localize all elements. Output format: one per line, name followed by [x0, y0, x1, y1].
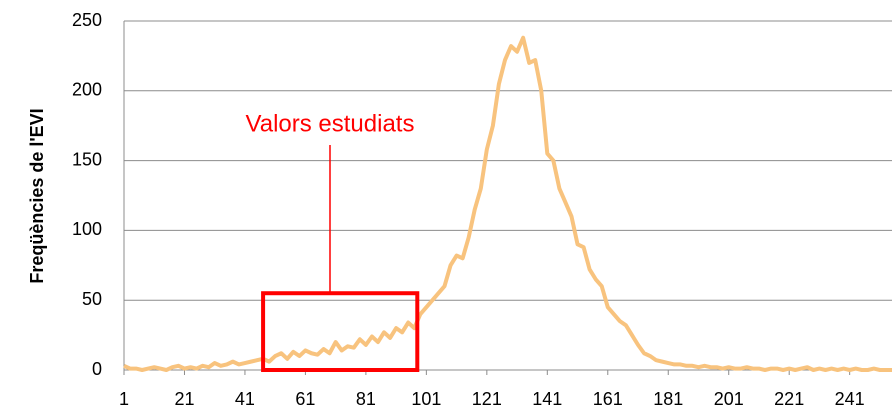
x-tick-label: 121: [472, 389, 502, 409]
y-tick-label: 100: [72, 219, 102, 239]
y-axis-label: Freqüències de l'EVI: [27, 108, 47, 283]
data-line: [123, 35, 892, 372]
y-tick-label: 200: [72, 80, 102, 100]
x-tick-label: 101: [411, 389, 441, 409]
y-tick-label: 0: [92, 359, 102, 379]
x-tick-label: 41: [235, 389, 255, 409]
x-tick-label: 161: [593, 389, 623, 409]
y-tick-label: 250: [72, 10, 102, 30]
x-tick-label: 61: [295, 389, 315, 409]
x-tick-label: 1: [119, 389, 129, 409]
x-tick-label: 21: [174, 389, 194, 409]
x-tick-label: 181: [653, 389, 683, 409]
y-tick-label: 150: [72, 149, 102, 169]
x-tick-label: 81: [356, 389, 376, 409]
x-tick-label: 141: [532, 389, 562, 409]
x-tick-label: 201: [714, 389, 744, 409]
x-tick-label: 241: [835, 389, 865, 409]
highlight-box: [261, 291, 420, 372]
x-tick-label: 221: [774, 389, 804, 409]
y-tick-label: 50: [82, 289, 102, 309]
annotation-text: Valors estudiats: [246, 110, 415, 137]
